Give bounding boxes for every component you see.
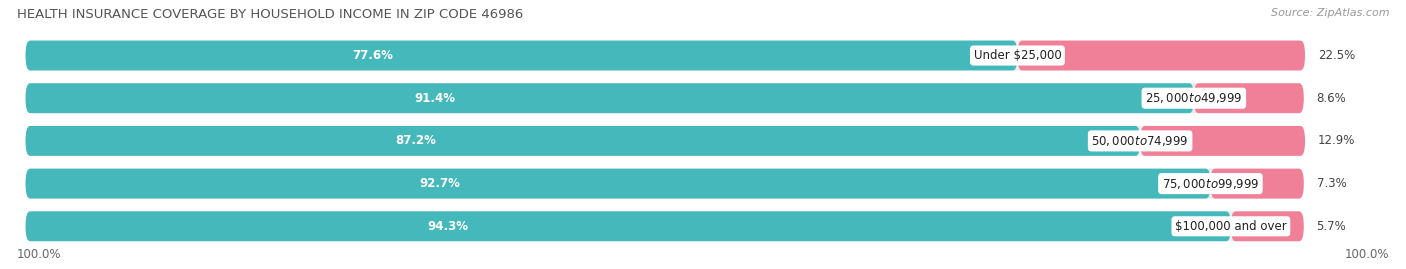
FancyBboxPatch shape [1018,41,1305,70]
FancyBboxPatch shape [25,83,1303,113]
Text: 8.6%: 8.6% [1316,92,1347,105]
Text: 100.0%: 100.0% [17,248,62,261]
Text: 87.2%: 87.2% [395,134,436,147]
Text: Source: ZipAtlas.com: Source: ZipAtlas.com [1271,8,1389,18]
FancyBboxPatch shape [25,211,1230,241]
FancyBboxPatch shape [25,169,1303,199]
FancyBboxPatch shape [25,126,1303,156]
FancyBboxPatch shape [1211,169,1303,199]
FancyBboxPatch shape [1230,211,1303,241]
Text: $100,000 and over: $100,000 and over [1175,220,1286,233]
FancyBboxPatch shape [25,126,1140,156]
FancyBboxPatch shape [25,169,1211,199]
Text: $50,000 to $74,999: $50,000 to $74,999 [1091,134,1189,148]
FancyBboxPatch shape [1140,126,1305,156]
Text: 94.3%: 94.3% [427,220,468,233]
FancyBboxPatch shape [25,211,1303,241]
FancyBboxPatch shape [25,41,1303,70]
Text: $75,000 to $99,999: $75,000 to $99,999 [1161,177,1260,191]
Text: 22.5%: 22.5% [1317,49,1355,62]
Text: 77.6%: 77.6% [353,49,394,62]
FancyBboxPatch shape [1194,83,1303,113]
Text: HEALTH INSURANCE COVERAGE BY HOUSEHOLD INCOME IN ZIP CODE 46986: HEALTH INSURANCE COVERAGE BY HOUSEHOLD I… [17,8,523,21]
FancyBboxPatch shape [25,83,1194,113]
Text: Under $25,000: Under $25,000 [973,49,1062,62]
Text: 7.3%: 7.3% [1316,177,1347,190]
Text: 92.7%: 92.7% [420,177,461,190]
Text: 5.7%: 5.7% [1316,220,1347,233]
Text: 100.0%: 100.0% [1344,248,1389,261]
Text: $25,000 to $49,999: $25,000 to $49,999 [1144,91,1243,105]
Text: 91.4%: 91.4% [413,92,456,105]
FancyBboxPatch shape [25,41,1018,70]
Text: 12.9%: 12.9% [1317,134,1355,147]
